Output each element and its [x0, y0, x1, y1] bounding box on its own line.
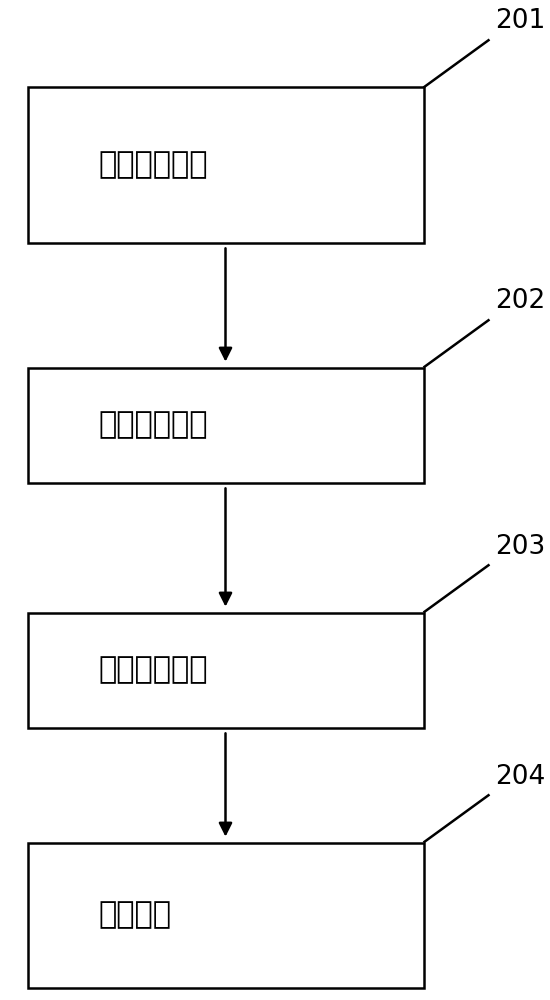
Text: 高频重建: 高频重建: [99, 900, 172, 930]
Text: 202: 202: [495, 288, 545, 314]
Bar: [28, 367, 424, 483]
Text: 提取低频残差: 提取低频残差: [99, 150, 208, 180]
Text: 204: 204: [495, 764, 545, 790]
Bar: [28, 842, 424, 988]
Text: 203: 203: [495, 534, 545, 560]
Text: 提取包络信息: 提取包络信息: [99, 410, 208, 440]
Bar: [28, 88, 424, 242]
Text: 201: 201: [495, 8, 545, 34]
Bar: [28, 612, 424, 728]
Text: 提取能量增益: 提取能量增益: [99, 656, 208, 684]
